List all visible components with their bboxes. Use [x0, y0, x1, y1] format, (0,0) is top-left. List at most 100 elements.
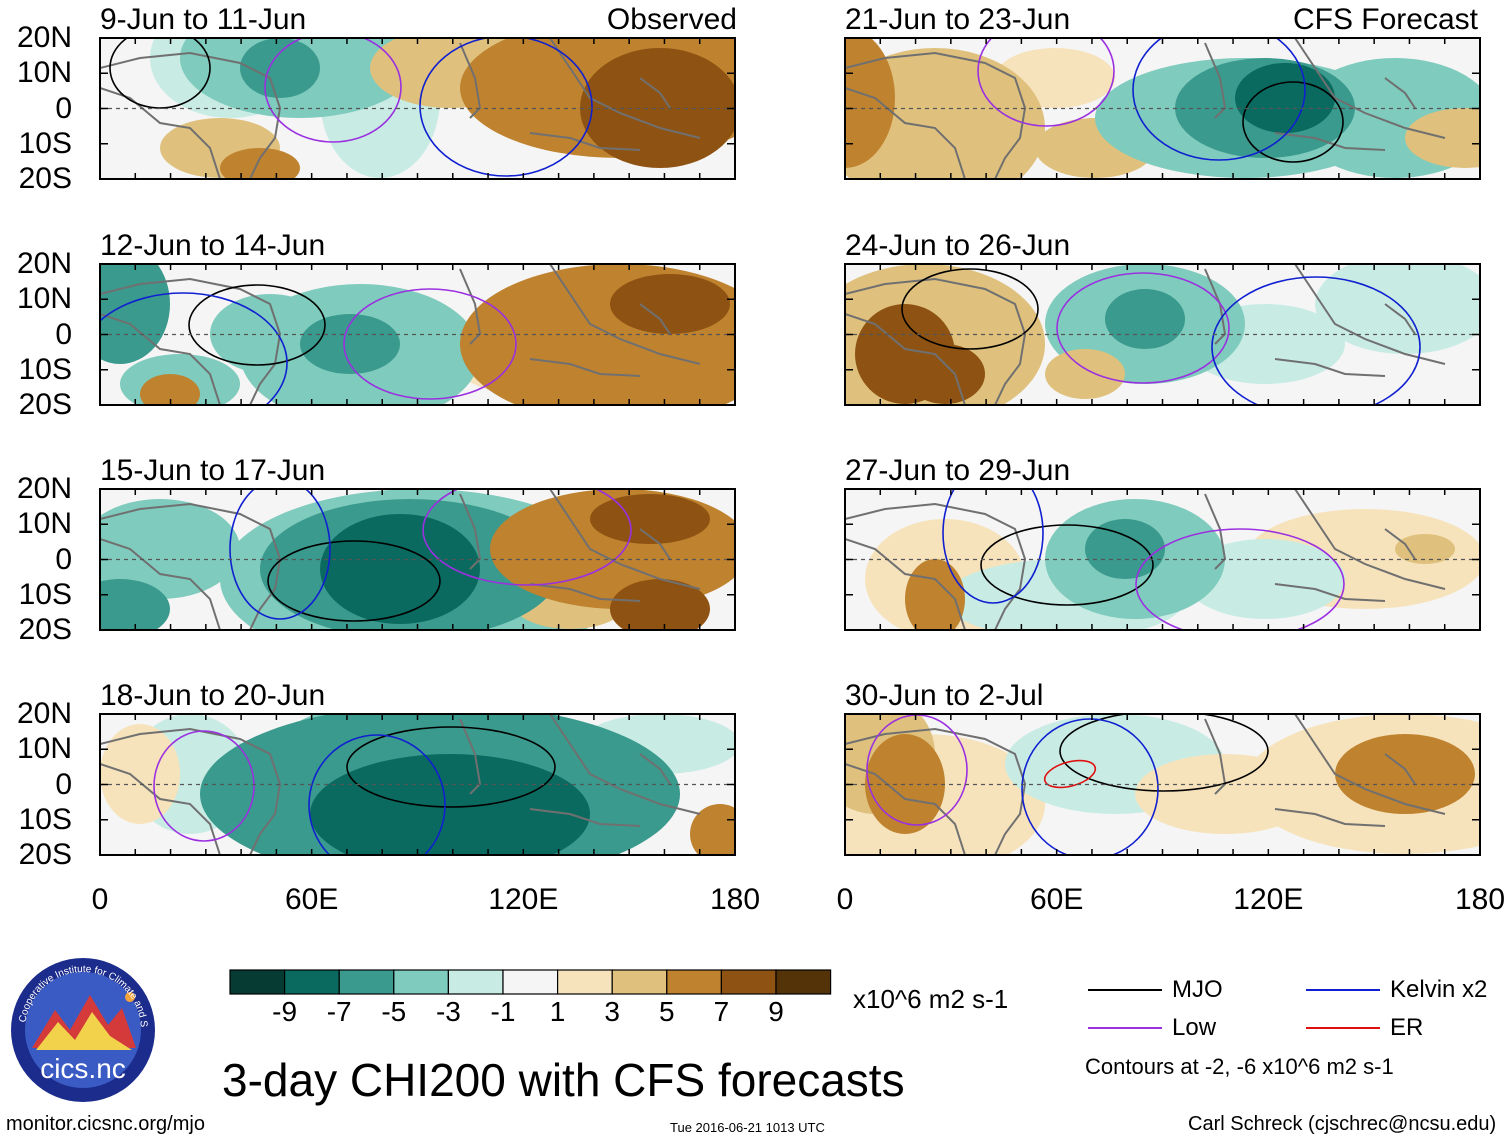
- coastline: [845, 87, 966, 179]
- anomaly-patch: [1085, 519, 1165, 579]
- colorbar-swatch: [666, 969, 722, 995]
- wave-contour: [1132, 38, 1306, 161]
- er-contour: [1043, 759, 1097, 789]
- latitude-label: 20N: [16, 472, 72, 505]
- footer-author: Carl Schreck (cjschrec@ncsu.edu): [1188, 1113, 1497, 1135]
- coastline: [100, 502, 282, 630]
- latitude-label: 20S: [18, 613, 72, 646]
- longitude-label: 180: [709, 883, 761, 916]
- wave-contour: [1059, 714, 1269, 792]
- colorbar-swatch: [284, 969, 340, 995]
- colorbar-swatch: [502, 969, 559, 995]
- coastline: [459, 493, 482, 570]
- colorbar-tick-label: 3: [604, 996, 620, 1027]
- latitude-label: 20N: [16, 21, 72, 54]
- coastline: [1274, 583, 1386, 602]
- legend-label-mjo: MJO: [1172, 976, 1223, 1003]
- legend-label-er: ER: [1390, 1014, 1424, 1041]
- coastline: [459, 268, 482, 345]
- wave-contour: [942, 489, 1044, 604]
- anomaly-patch: [1395, 534, 1455, 564]
- wave-contour: [1211, 276, 1421, 405]
- coastline: [639, 753, 671, 785]
- coastline: [1384, 528, 1416, 560]
- latitude-label: 10N: [16, 56, 72, 90]
- wave-contour: [1135, 528, 1345, 630]
- wave-contour: [419, 38, 593, 177]
- longitude-label: 60E: [1029, 883, 1084, 916]
- panel-title: 9-Jun to 11-Jun: [100, 3, 307, 36]
- anomaly-patch: [240, 38, 320, 98]
- coastline: [549, 714, 701, 815]
- longitude-label: 60E: [284, 883, 339, 916]
- coastline: [845, 502, 1027, 630]
- anomaly-patch: [1315, 264, 1480, 354]
- coastline: [1204, 493, 1227, 570]
- wave-contour: [100, 292, 288, 405]
- latitude-label: 10S: [18, 577, 72, 611]
- wave-contour: [264, 38, 402, 143]
- coastline: [639, 528, 671, 560]
- wave-contour: [343, 288, 517, 400]
- longitude-label: 180: [1454, 883, 1506, 916]
- legend: [1088, 989, 1380, 1029]
- coastline: [100, 313, 221, 405]
- footer-url: monitor.cicsnc.org/mjo: [6, 1113, 205, 1135]
- wave-contour: [901, 268, 1039, 350]
- latitude-label: 20S: [18, 388, 72, 421]
- colorbar-tick-label: 1: [549, 996, 566, 1027]
- coastline: [1384, 753, 1416, 785]
- panel-title: 15-Jun to 17-Jun: [100, 454, 326, 487]
- coastline: [1294, 38, 1446, 139]
- wave-contour: [308, 734, 446, 855]
- contour-note: Contours at -2, -6 x10^6 m2 s-1: [1085, 1054, 1394, 1079]
- coastline: [1274, 358, 1386, 377]
- coastline: [100, 727, 282, 855]
- wave-contour: [977, 38, 1115, 127]
- anomaly-patch: [100, 499, 240, 599]
- coastline: [639, 303, 671, 335]
- coastline: [1204, 718, 1227, 795]
- anomaly-patch: [100, 724, 180, 824]
- panel-title: 12-Jun to 14-Jun: [100, 229, 326, 262]
- anomaly-patch: [310, 754, 590, 855]
- map-panel: [844, 263, 1481, 406]
- panel-title: 18-Jun to 20-Jun: [100, 679, 326, 712]
- anomaly-patch: [140, 374, 200, 405]
- latitude-label: 10S: [18, 352, 72, 386]
- longitude-label: 0: [836, 883, 854, 916]
- coastline: [1204, 42, 1227, 119]
- colorbar-tick-label: -5: [381, 996, 407, 1027]
- legend-label-kelvin: Kelvin x2: [1390, 976, 1488, 1003]
- coastline: [845, 313, 966, 405]
- latitude-label: 10N: [16, 732, 72, 766]
- anomaly-patch: [690, 804, 735, 855]
- wave-contour: [1056, 272, 1230, 384]
- logo-text: cics.nc: [40, 1053, 126, 1084]
- map-panel: [99, 37, 736, 180]
- coastline: [549, 38, 701, 139]
- wave-contour: [153, 730, 255, 842]
- latitude-label: 20N: [16, 697, 72, 730]
- colorbar-swatch: [447, 969, 504, 995]
- coastline: [100, 538, 221, 630]
- coastline: [1294, 714, 1446, 815]
- coastline: [529, 358, 641, 377]
- colorbar-swatch: [775, 969, 832, 995]
- cfs-forecast-label: CFS Forecast: [1292, 3, 1478, 36]
- longitude-label: 0: [91, 883, 109, 916]
- latitude-label: 10N: [16, 282, 72, 316]
- anomaly-patch: [610, 274, 730, 334]
- colorbar-swatch: [720, 969, 777, 995]
- wave-contour: [229, 489, 331, 620]
- anomaly-patch: [320, 514, 480, 624]
- panel-title: 21-Jun to 23-Jun: [845, 3, 1071, 36]
- latitude-label: 10S: [18, 126, 72, 160]
- coastline: [459, 42, 482, 119]
- panel-title: 24-Jun to 26-Jun: [845, 229, 1071, 262]
- wave-contour: [188, 284, 326, 366]
- coastline: [845, 51, 1027, 179]
- coastline: [1274, 132, 1386, 151]
